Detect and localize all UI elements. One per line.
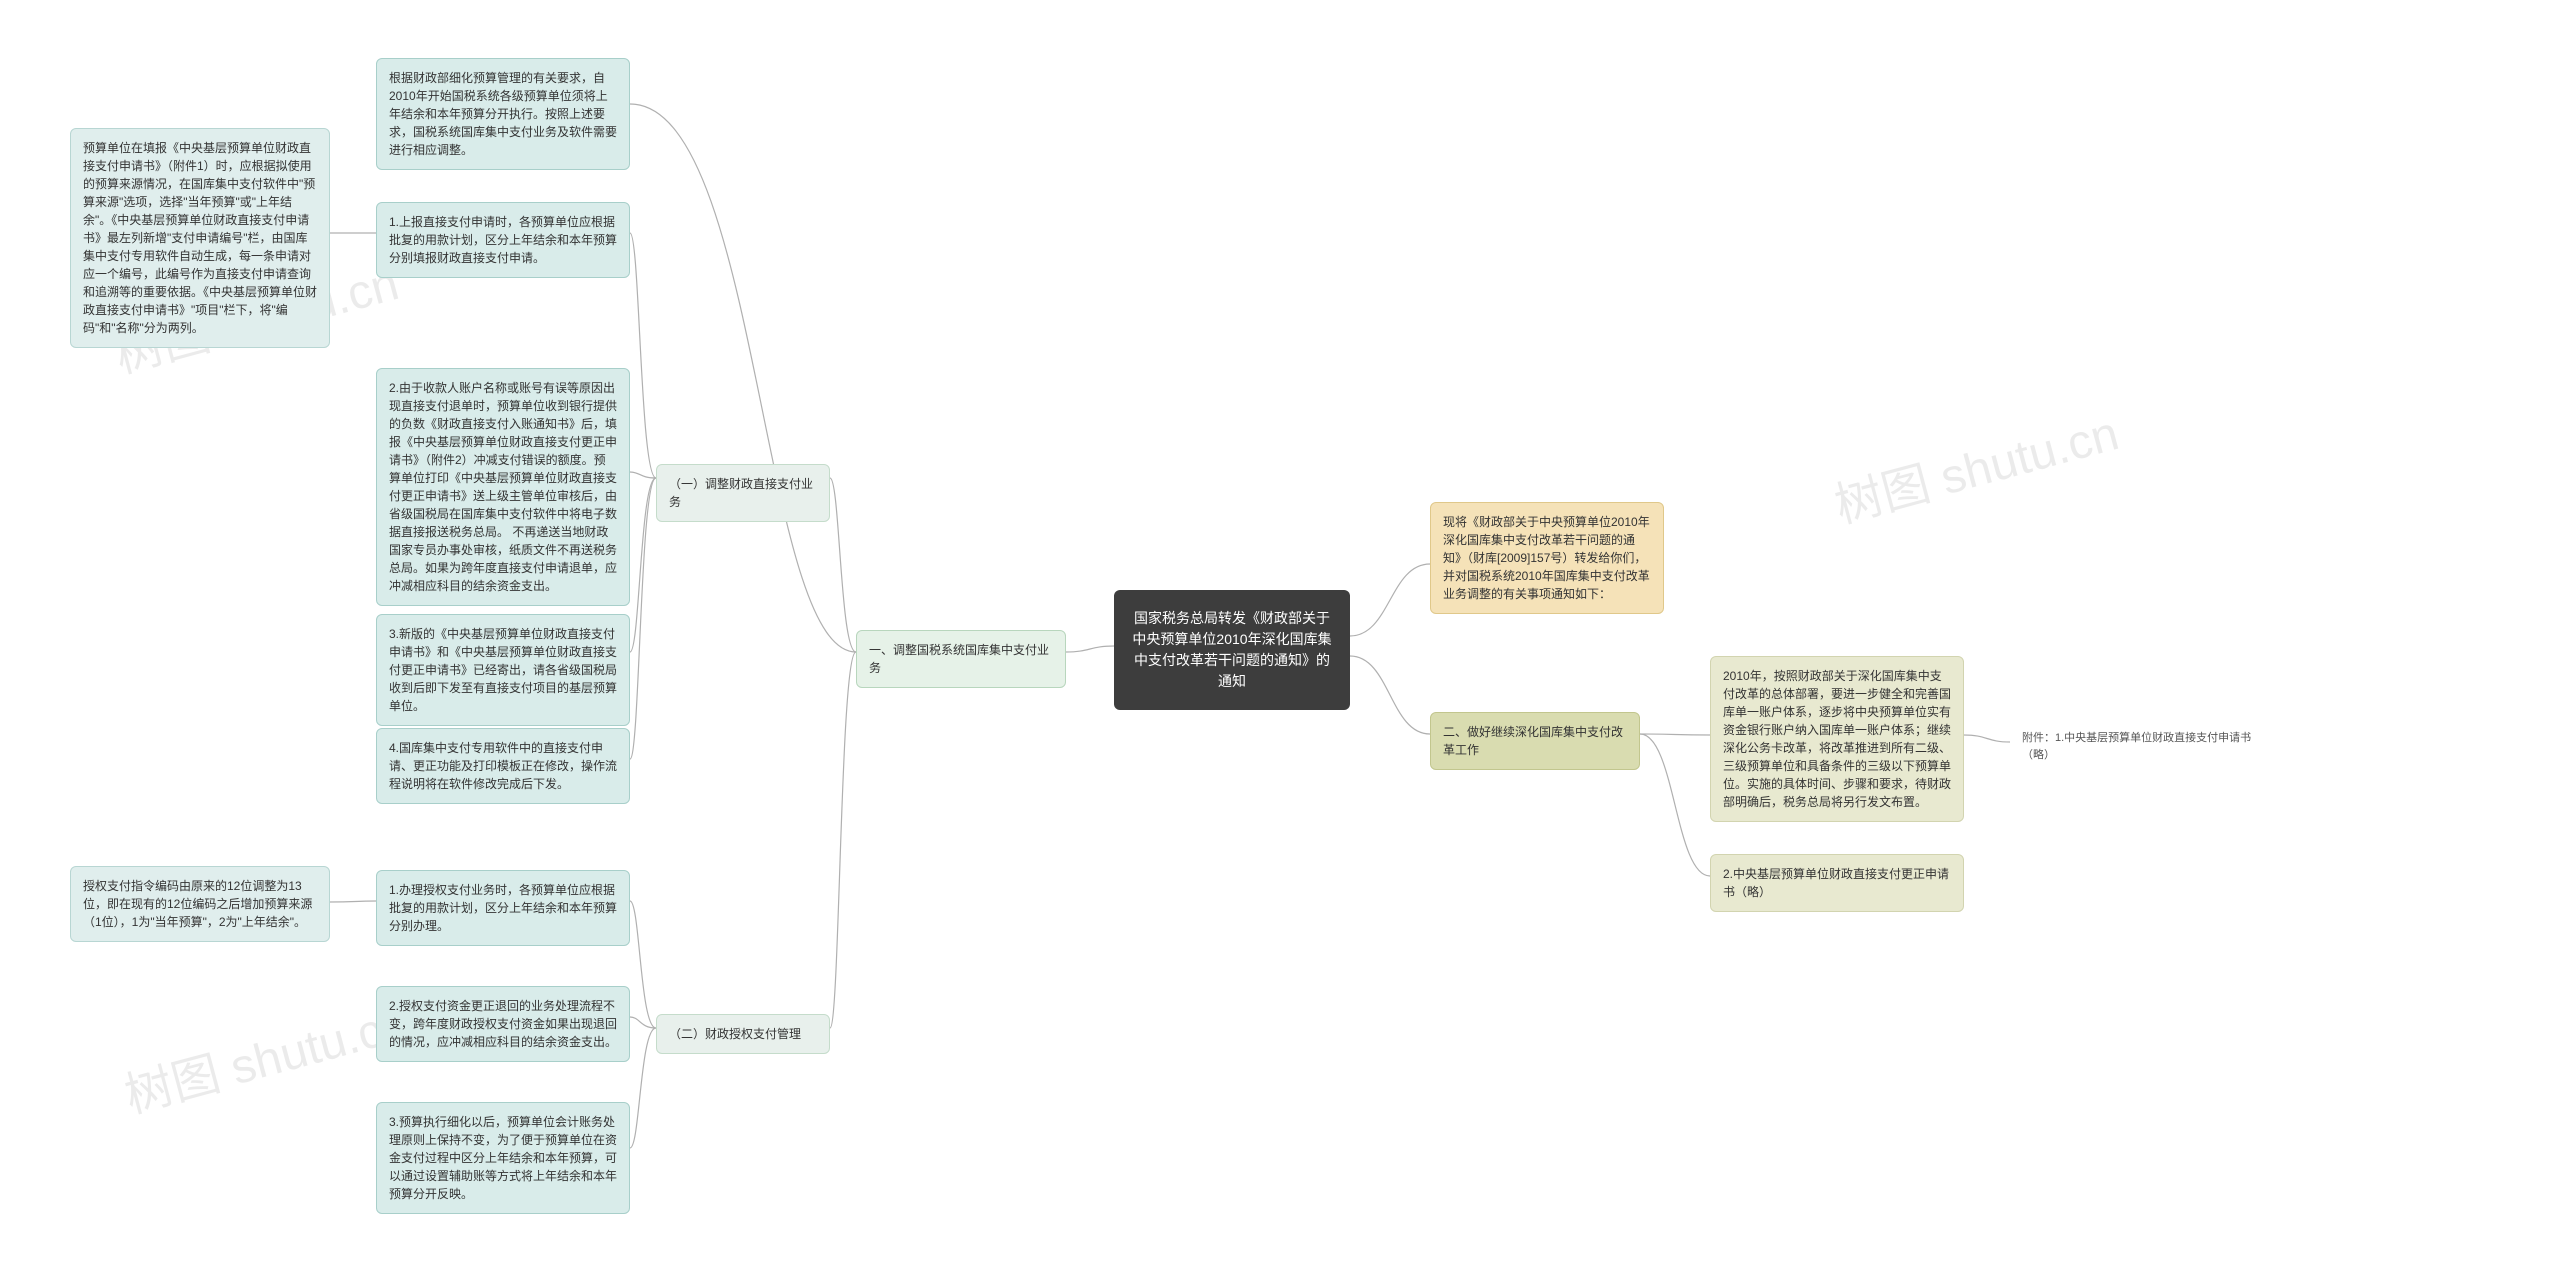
node-sub1-item: 1.上报直接支付申请时，各预算单位应根据批复的用款计划，区分上年结余和本年预算分…: [376, 202, 630, 278]
node-left-intro: 根据财政部细化预算管理的有关要求，自2010年开始国税系统各级预算单位须将上年结…: [376, 58, 630, 170]
node-sub2: （二）财政授权支付管理: [656, 1014, 830, 1054]
watermark: 树图 shutu.cn: [1826, 394, 2125, 537]
node-left-main: 一、调整国税系统国库集中支付业务: [856, 630, 1066, 688]
node-sub2-item: 1.办理授权支付业务时，各预算单位应根据批复的用款计划，区分上年结余和本年预算分…: [376, 870, 630, 946]
node-sub1-item: 3.新版的《中央基层预算单位财政直接支付申请书》和《中央基层预算单位财政直接支付…: [376, 614, 630, 726]
node-sub2-item: 2.授权支付资金更正退回的业务处理流程不变，跨年度财政授权支付资金如果出现退回的…: [376, 986, 630, 1062]
node-right-intro: 现将《财政部关于中央预算单位2010年深化国库集中支付改革若干问题的通知》（财库…: [1430, 502, 1664, 614]
node-sub1-note: 预算单位在填报《中央基层预算单位财政直接支付申请书》（附件1）时，应根据拟使用的…: [70, 128, 330, 348]
mindmap-root: 国家税务总局转发《财政部关于中央预算单位2010年深化国库集中支付改革若干问题的…: [1114, 590, 1350, 710]
node-sub1-item: 4.国库集中支付专用软件中的直接支付申请、更正功能及打印模板正在修改，操作流程说…: [376, 728, 630, 804]
node-sub2-item: 3.预算执行细化以后，预算单位会计账务处理原则上保持不变，为了便于预算单位在资金…: [376, 1102, 630, 1214]
node-right-sub2-main: 2010年，按照财政部关于深化国库集中支付改革的总体部署，要进一步健全和完善国库…: [1710, 656, 1964, 822]
node-sub2-note: 授权支付指令编码由原来的12位调整为13位，即在现有的12位编码之后增加预算来源…: [70, 866, 330, 942]
node-sub1: （一）调整财政直接支付业务: [656, 464, 830, 522]
node-right-sub2-att1: 附件：1.中央基层预算单位财政直接支付申请书（略）: [2010, 720, 2264, 773]
watermark: 树图 shutu.cn: [116, 984, 415, 1127]
node-right-sub2: 二、做好继续深化国库集中支付改革工作: [1430, 712, 1640, 770]
node-right-sub2-att2: 2.中央基层预算单位财政直接支付更正申请书（略）: [1710, 854, 1964, 912]
node-sub1-item: 2.由于收款人账户名称或账号有误等原因出现直接支付退单时，预算单位收到银行提供的…: [376, 368, 630, 606]
